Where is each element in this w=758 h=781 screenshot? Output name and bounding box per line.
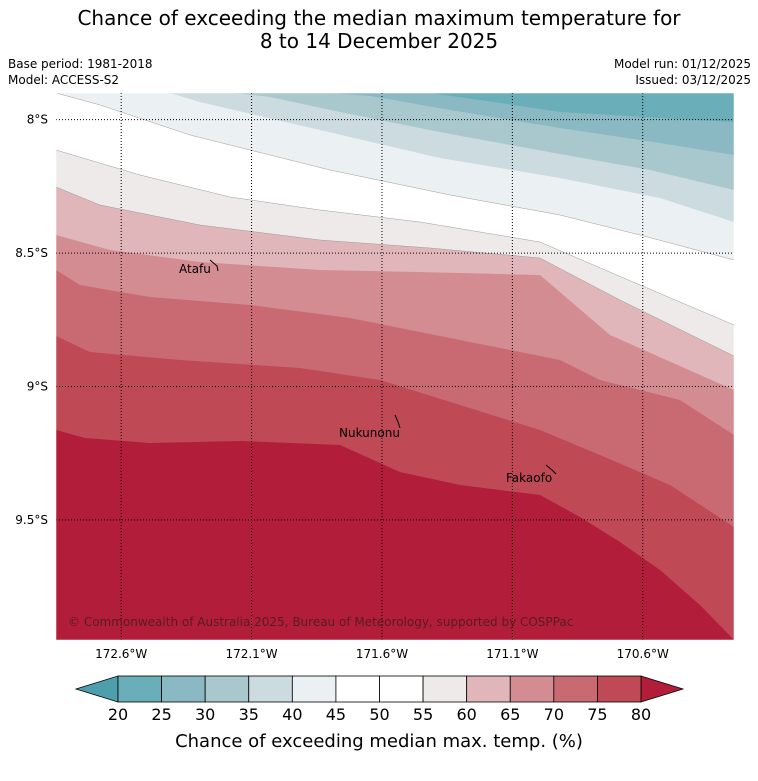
contour-line xyxy=(56,149,734,326)
island-nukunonu: Nukunonu xyxy=(339,414,401,440)
colorbar-swatch xyxy=(597,675,642,703)
longitude-label: 171.6°W xyxy=(356,647,408,661)
colorbar-swatch xyxy=(117,675,162,703)
colorbar-swatch xyxy=(509,675,555,703)
longitude-label: 170.6°W xyxy=(617,647,669,661)
colorbar-tick-label: 75 xyxy=(587,705,607,724)
colorbar-tick-label: 65 xyxy=(500,705,520,724)
map-title-line-1: Chance of exceeding the median maximum t… xyxy=(77,6,681,30)
island-label-atafu: Atafu xyxy=(179,262,211,276)
latitude-label: 8°S xyxy=(27,113,48,127)
colorbar-swatch xyxy=(291,675,337,703)
colorbar-tick-label: 35 xyxy=(239,705,259,724)
island-atafu: Atafu xyxy=(179,259,219,276)
axis-labels: 8°S 8.5°S 9°S 9.5°S 172.6°W 172.1°W 171.6°W 171… xyxy=(15,113,669,661)
colorbar-under-arrow xyxy=(74,675,119,703)
island-outline xyxy=(545,464,557,475)
colorbar-tick-label: 40 xyxy=(282,705,302,724)
issued-text: Issued: 03/12/2025 xyxy=(635,73,751,87)
latitude-label: 8.5°S xyxy=(15,246,48,260)
colorbar-swatch xyxy=(248,675,293,703)
model-run-text: Model run: 01/12/2025 xyxy=(613,57,751,71)
contour-line xyxy=(56,93,734,261)
model-text: Model: ACCESS-S2 xyxy=(8,73,120,87)
colorbar-swatch xyxy=(553,675,598,703)
colorbar-swatch xyxy=(379,675,424,703)
latitude-label: 9°S xyxy=(27,380,48,394)
island-outline xyxy=(209,259,219,272)
longitude-label: 172.1°W xyxy=(225,647,277,661)
colorbar-tick-label: 60 xyxy=(456,705,476,724)
colorbar-swatch xyxy=(466,675,511,703)
graticule xyxy=(55,92,735,641)
colorbar-tick-label: 80 xyxy=(631,705,651,724)
longitude-label: 172.6°W xyxy=(95,647,147,661)
colorbar-over-arrow xyxy=(640,675,685,703)
island-outline xyxy=(394,414,401,429)
colorbar-tick-label: 45 xyxy=(326,705,346,724)
contour-band-20-25 xyxy=(430,93,734,122)
colorbar-swatch xyxy=(422,675,468,703)
probability-contours xyxy=(56,93,734,640)
colorbar-tick-label: 55 xyxy=(413,705,433,724)
colorbar-tick-label: 30 xyxy=(195,705,215,724)
map-frame xyxy=(55,92,735,641)
colorbar-swatch xyxy=(161,675,206,703)
colorbar-tick-label: 25 xyxy=(151,705,171,724)
colorbar-swatch xyxy=(204,675,250,703)
island-label-nukunonu: Nukunonu xyxy=(339,426,400,440)
contour-line xyxy=(56,186,734,357)
colorbar: 20 25 30 35 40 45 50 55 60 65 70 75 80 xyxy=(74,675,685,724)
colorbar-tick-label: 20 xyxy=(108,705,128,724)
colorbar-tick-label: 70 xyxy=(544,705,564,724)
map-title-line-2: 8 to 14 December 2025 xyxy=(259,29,499,53)
colorbar-swatch xyxy=(335,675,380,703)
contour-band-above-80 xyxy=(56,430,734,640)
island-fakaofo: Fakaofo xyxy=(506,464,557,485)
copyright-text: © Commonwealth of Australia 2025, Bureau… xyxy=(68,615,573,629)
latitude-label: 9.5°S xyxy=(15,513,48,527)
longitude-label: 171.1°W xyxy=(486,647,538,661)
island-label-fakaofo: Fakaofo xyxy=(506,471,552,485)
base-period-text: Base period: 1981-2018 xyxy=(8,57,153,71)
colorbar-label: Chance of exceeding median max. temp. (%… xyxy=(175,731,583,752)
colorbar-tick-label: 50 xyxy=(369,705,389,724)
